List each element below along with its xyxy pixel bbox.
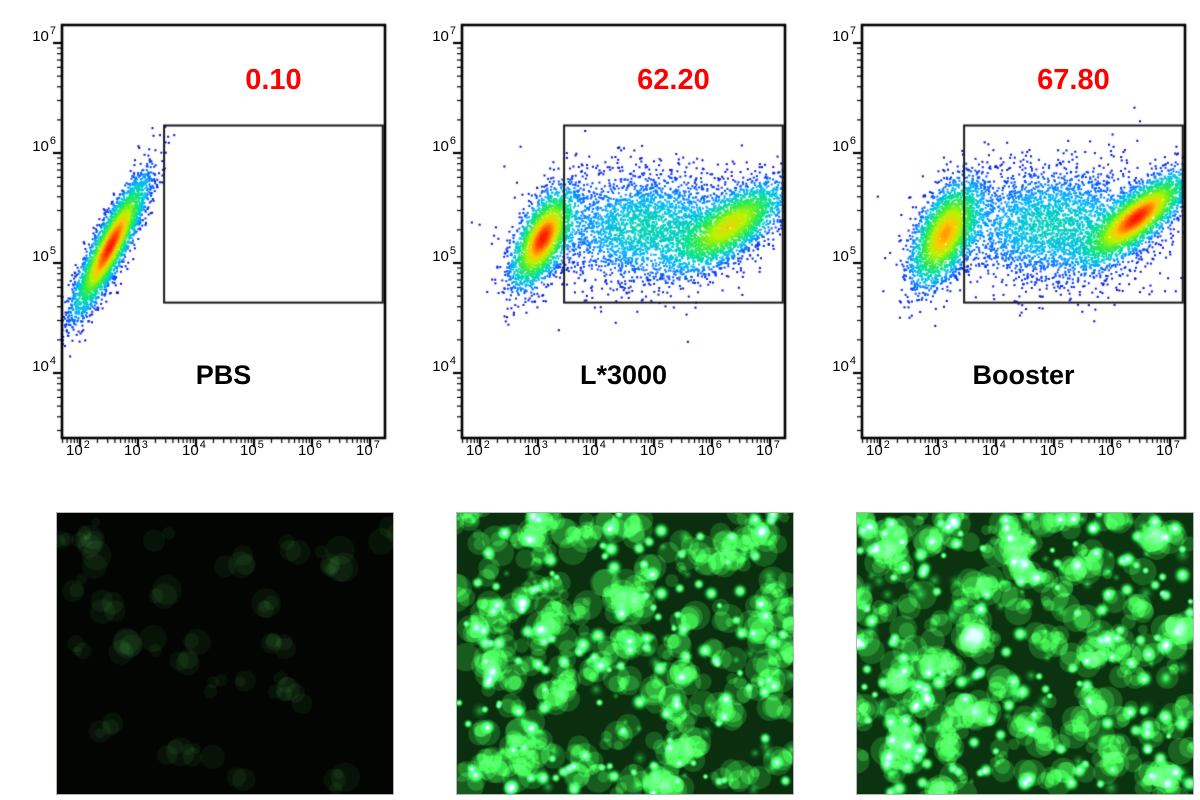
tick-exponent: 6 (849, 135, 856, 147)
tick-exponent: 4 (999, 439, 1006, 451)
tick-exponent: 6 (1115, 439, 1122, 451)
x-axis-tick-label: 104 (182, 439, 206, 459)
tick-exponent: 5 (257, 439, 264, 451)
micrograph-row (0, 490, 1200, 800)
tick-exponent: 6 (715, 439, 722, 451)
flow-plot-booster: 67.80 Booster 102 103 104 105 106 107 104 105 10… (800, 0, 1200, 490)
x-axis-tick-label: 106 (298, 439, 322, 459)
tick-exponent: 5 (657, 439, 664, 451)
y-axis-tick-label: 104 (32, 355, 56, 375)
flow-scatter-canvas (0, 0, 400, 490)
tick-exponent: 4 (49, 355, 56, 367)
y-axis-tick-label: 106 (32, 135, 56, 155)
x-axis-tick-label: 105 (240, 439, 264, 459)
tick-exponent: 7 (49, 25, 56, 37)
flow-plot-l3000: 62.20 L*3000 102 103 104 105 106 107 104 105 106… (400, 0, 800, 490)
fluorescence-micrograph-booster (856, 512, 1194, 795)
tick-exponent: 2 (83, 439, 90, 451)
flow-scatter-canvas (400, 0, 800, 490)
x-axis-tick-label: 103 (524, 439, 548, 459)
sample-label: L*3000 (579, 360, 668, 390)
tick-exponent: 4 (849, 355, 856, 367)
x-axis-tick-label: 103 (924, 439, 948, 459)
gate-percentage-label: 62.20 (637, 64, 710, 96)
flow-plot-pbs: 0.10 PBS 102 103 104 105 106 107 104 105 106 107 (0, 0, 400, 490)
tick-exponent: 7 (449, 25, 456, 37)
sample-label: Booster (972, 360, 1075, 390)
x-axis-tick-label: 107 (356, 439, 380, 459)
tick-exponent: 4 (199, 439, 206, 451)
tick-exponent: 2 (483, 439, 490, 451)
x-axis-tick-label: 104 (582, 439, 606, 459)
flow-scatter-canvas (800, 0, 1200, 490)
x-axis-tick-label: 107 (756, 439, 780, 459)
x-axis-tick-label: 102 (466, 439, 490, 459)
tick-exponent: 2 (883, 439, 890, 451)
tick-exponent: 6 (449, 135, 456, 147)
fluorescence-micrograph-pbs (56, 512, 394, 795)
y-axis-tick-label: 105 (432, 245, 456, 265)
x-axis-tick-label: 103 (124, 439, 148, 459)
tick-exponent: 6 (315, 439, 322, 451)
micrograph-panel-l3000 (400, 490, 800, 800)
gate-percentage-label: 0.10 (245, 64, 302, 96)
x-axis-tick-label: 107 (1156, 439, 1180, 459)
y-axis-tick-label: 104 (832, 355, 856, 375)
tick-exponent: 4 (599, 439, 606, 451)
x-axis-tick-label: 102 (866, 439, 890, 459)
tick-exponent: 5 (449, 245, 456, 257)
y-axis-tick-label: 105 (832, 245, 856, 265)
x-axis-tick-label: 105 (640, 439, 664, 459)
tick-exponent: 7 (373, 439, 380, 451)
tick-exponent: 7 (849, 25, 856, 37)
tick-exponent: 7 (1173, 439, 1180, 451)
tick-exponent: 3 (941, 439, 948, 451)
tick-exponent: 5 (1057, 439, 1064, 451)
x-axis-tick-label: 106 (698, 439, 722, 459)
flow-cytometry-row: 0.10 PBS 102 103 104 105 106 107 104 105 106 107 … (0, 0, 1200, 490)
tick-exponent: 6 (49, 135, 56, 147)
tick-exponent: 3 (541, 439, 548, 451)
sample-label: PBS (195, 360, 252, 390)
y-axis-tick-label: 107 (832, 25, 856, 45)
y-axis-tick-label: 107 (432, 25, 456, 45)
fluorescence-micrograph-l3000 (456, 512, 794, 795)
y-axis-tick-label: 106 (832, 135, 856, 155)
y-axis-tick-label: 106 (432, 135, 456, 155)
tick-exponent: 4 (449, 355, 456, 367)
y-axis-tick-label: 105 (32, 245, 56, 265)
x-axis-tick-label: 105 (1040, 439, 1064, 459)
tick-exponent: 3 (141, 439, 148, 451)
x-axis-tick-label: 106 (1098, 439, 1122, 459)
tick-exponent: 7 (773, 439, 780, 451)
y-axis-tick-label: 104 (432, 355, 456, 375)
x-axis-tick-label: 104 (982, 439, 1006, 459)
gate-percentage-label: 67.80 (1037, 64, 1110, 96)
y-axis-tick-label: 107 (32, 25, 56, 45)
micrograph-panel-pbs (0, 490, 400, 800)
tick-exponent: 5 (849, 245, 856, 257)
micrograph-panel-booster (800, 490, 1200, 800)
tick-exponent: 5 (49, 245, 56, 257)
x-axis-tick-label: 102 (66, 439, 90, 459)
